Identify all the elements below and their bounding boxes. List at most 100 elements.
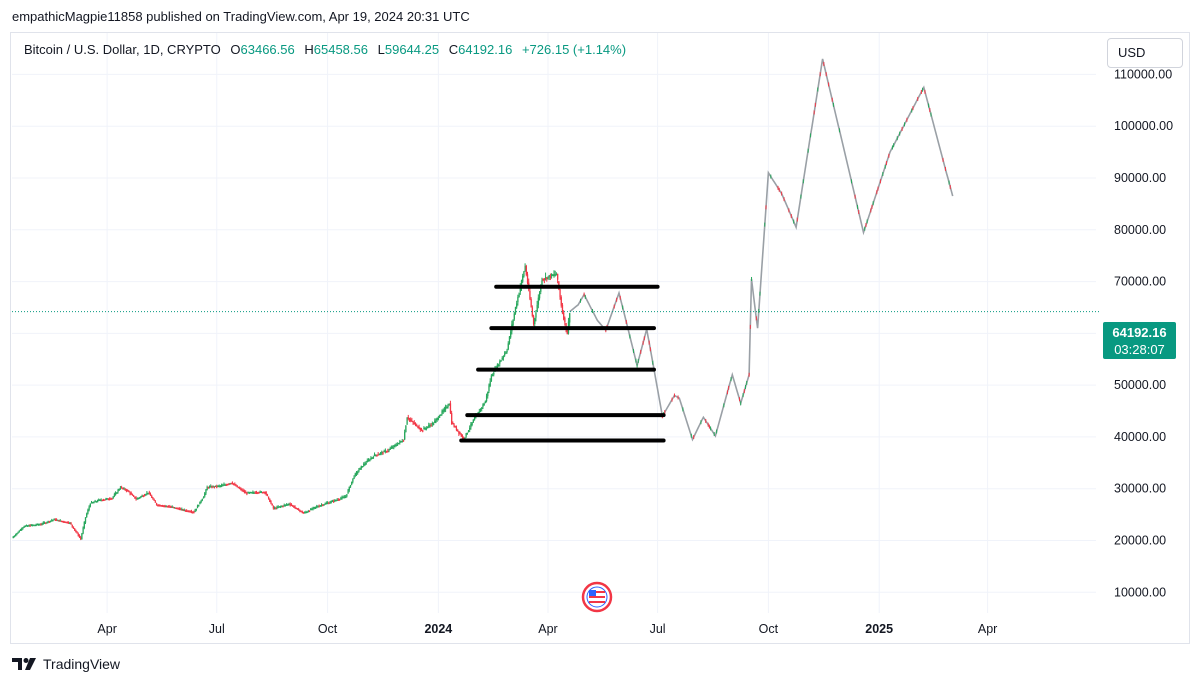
x-tick-label: Jul (209, 622, 225, 636)
candle-body (251, 492, 253, 494)
candle-body (301, 511, 303, 513)
candle-body (295, 507, 297, 510)
candle-body (129, 491, 131, 494)
candle-body (394, 444, 396, 447)
candle-body (127, 490, 129, 492)
candle-body (363, 463, 365, 466)
candle-body (430, 425, 432, 427)
candle-body (15, 534, 17, 537)
candle-body (460, 434, 462, 437)
currency-button[interactable]: USD (1107, 38, 1183, 68)
candle-body (485, 395, 488, 402)
candle-body (366, 460, 369, 463)
candle-body (382, 452, 384, 455)
y-tick-label: 50000.00 (1114, 378, 1166, 392)
candle-body (458, 430, 460, 434)
candle-body (324, 503, 326, 505)
x-tick-label: 2025 (865, 622, 893, 636)
candle-body (165, 505, 167, 508)
candle-body (484, 401, 487, 404)
candle-body (343, 496, 346, 499)
candle-body (47, 521, 49, 523)
candle-body (392, 447, 394, 449)
symbol-name[interactable]: Bitcoin / U.S. Dollar, 1D, CRYPTO (24, 42, 221, 57)
candle-body (339, 499, 341, 501)
current-price-tag: 64192.16 03:28:07 (1103, 322, 1176, 359)
change-value: +726.15 (+1.14%) (521, 42, 627, 57)
candle-body (353, 476, 355, 479)
candle-body (520, 280, 523, 287)
candle-body (94, 500, 96, 503)
candle-body (259, 491, 261, 493)
candle-body (416, 424, 418, 427)
candle-body (61, 520, 64, 523)
candle-body (299, 509, 301, 512)
candle-body (508, 336, 511, 344)
candle-body (234, 484, 236, 486)
candle-body (371, 457, 373, 459)
candle-body (196, 505, 199, 509)
candle-body (225, 484, 228, 486)
candle-body (60, 520, 63, 523)
candle-body (33, 524, 35, 527)
candle-body (169, 506, 171, 508)
candle-body (264, 491, 266, 494)
candle-body (436, 417, 438, 420)
candle-body (493, 373, 495, 375)
candle-body (320, 504, 323, 507)
candle-body (289, 503, 291, 506)
candle-body (277, 506, 279, 509)
candle-body (106, 498, 108, 500)
candle-body (130, 493, 132, 495)
x-tick-label: Apr (97, 622, 116, 636)
candle-body (522, 275, 524, 282)
current-price-label: 64192.16 (1112, 325, 1167, 340)
candle-body (13, 535, 16, 538)
candle-body (500, 360, 502, 362)
candle-body (149, 494, 152, 496)
candle-body (237, 486, 240, 489)
candle-body (377, 454, 379, 456)
candle-body (140, 496, 142, 498)
candle-body (161, 505, 164, 507)
candle-body (42, 522, 45, 525)
candle-body (30, 524, 32, 527)
candle-body (177, 508, 179, 510)
footer[interactable]: TradingView (12, 656, 120, 672)
candle-body (270, 501, 272, 504)
candle-body (174, 507, 176, 509)
candle-body (193, 511, 195, 514)
candle-body (384, 450, 387, 453)
candle-body (481, 407, 483, 409)
candle-body (51, 520, 53, 522)
candle-body (213, 486, 216, 489)
candle-body (329, 502, 331, 504)
candle-body (135, 497, 137, 500)
candle-body (360, 466, 362, 469)
tradingview-brand: TradingView (43, 656, 121, 672)
chart-legend: Bitcoin / U.S. Dollar, 1D, CRYPTO O63466… (24, 42, 626, 57)
candle-body (160, 505, 163, 507)
candle-body (361, 466, 364, 468)
candle-body (163, 505, 165, 508)
y-tick-label: 90000.00 (1114, 171, 1166, 185)
candle-body (12, 536, 14, 539)
candle-body (23, 526, 25, 528)
candle-body (157, 504, 159, 507)
candle-body (351, 481, 353, 485)
candle-body (369, 459, 371, 462)
candle-body (207, 487, 210, 489)
candle-body (516, 303, 518, 308)
candle-body (151, 495, 153, 498)
candle-body (131, 494, 134, 496)
candle-body (378, 453, 381, 456)
candle-body (134, 496, 136, 499)
candle-body (146, 492, 148, 495)
candle-body (81, 533, 83, 539)
chart-frame[interactable] (10, 32, 1190, 644)
candle-body (482, 404, 484, 407)
candle-body (223, 484, 225, 486)
low-label: L (377, 42, 385, 57)
candle-body (398, 442, 400, 445)
